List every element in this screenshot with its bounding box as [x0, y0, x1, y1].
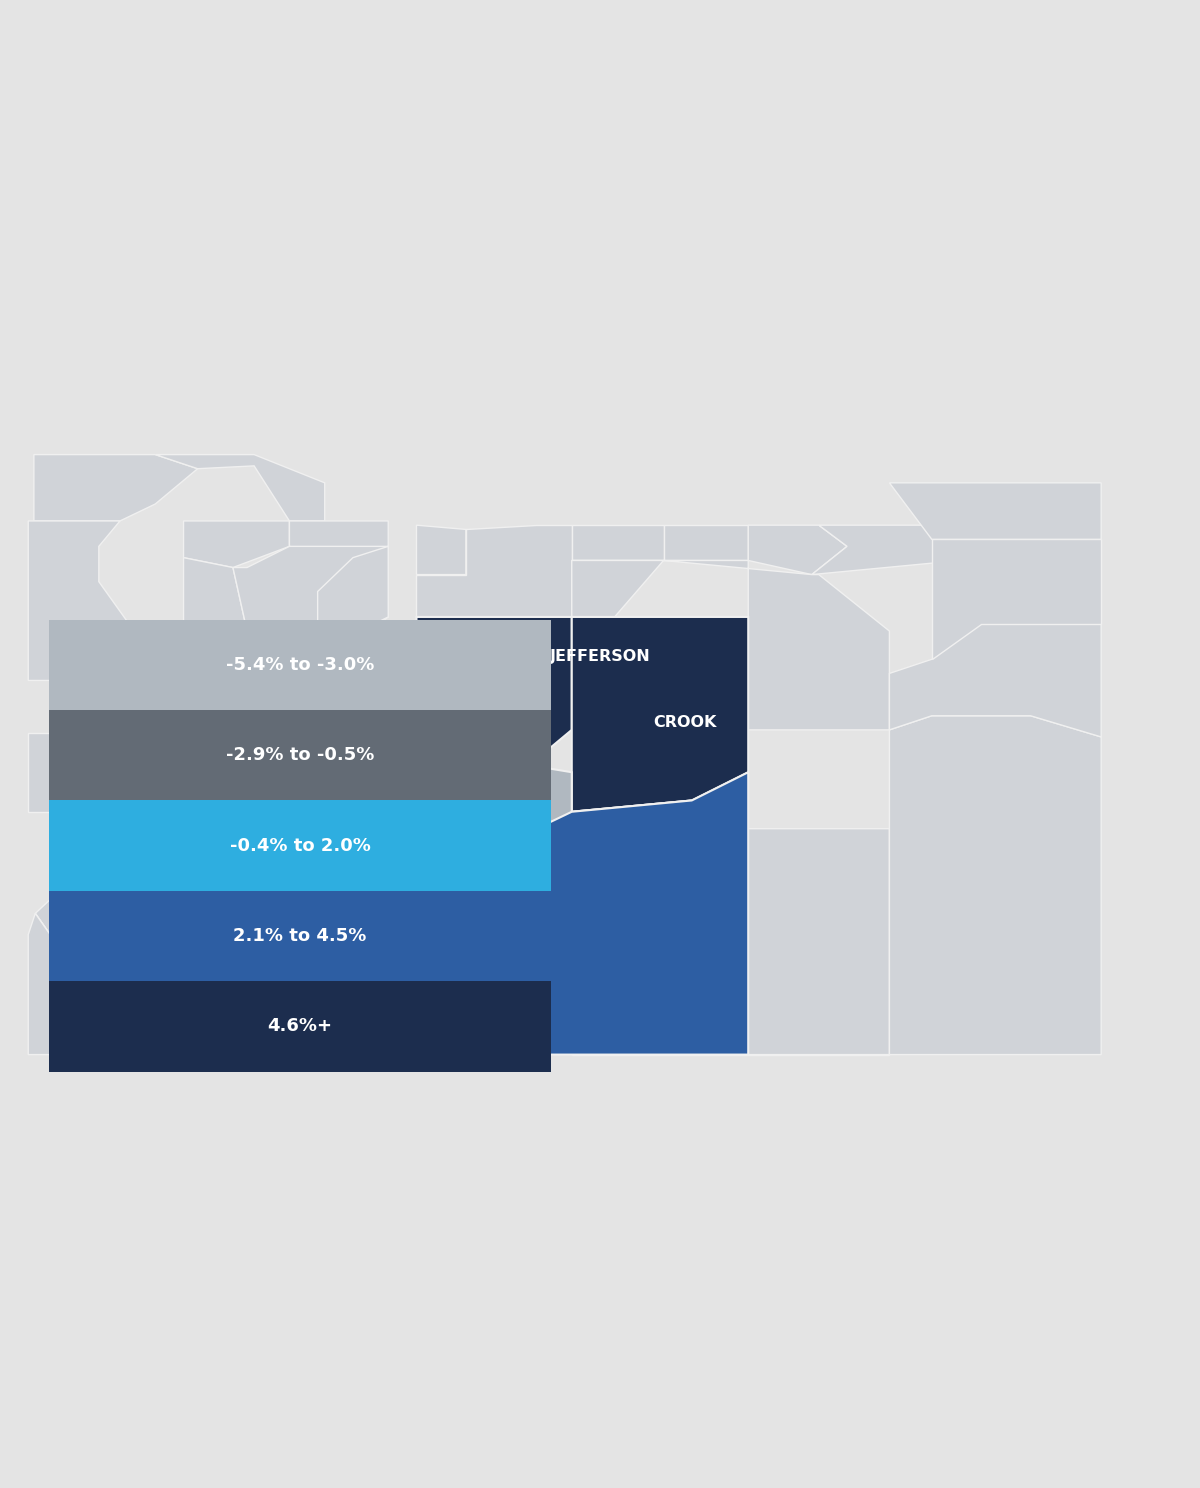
- Polygon shape: [367, 772, 749, 1055]
- Polygon shape: [34, 455, 198, 521]
- Polygon shape: [226, 906, 367, 1055]
- Polygon shape: [29, 732, 98, 812]
- Polygon shape: [889, 623, 1102, 737]
- Bar: [49, 620, 551, 710]
- Text: -0.4% to 2.0%: -0.4% to 2.0%: [229, 836, 371, 854]
- Bar: [49, 710, 551, 801]
- Text: 2.1% to 4.5%: 2.1% to 4.5%: [233, 927, 367, 945]
- Bar: [49, 891, 551, 981]
- Polygon shape: [749, 525, 847, 574]
- Text: JACKSON: JACKSON: [277, 984, 358, 998]
- Polygon shape: [416, 618, 571, 765]
- Polygon shape: [931, 539, 1102, 659]
- Polygon shape: [571, 525, 664, 561]
- Polygon shape: [29, 914, 85, 1055]
- Polygon shape: [35, 914, 85, 984]
- Polygon shape: [155, 455, 325, 521]
- Text: CROOK: CROOK: [653, 716, 716, 731]
- Polygon shape: [233, 546, 389, 667]
- Polygon shape: [664, 525, 749, 561]
- Polygon shape: [184, 558, 247, 631]
- Text: -5.4% to -3.0%: -5.4% to -3.0%: [226, 656, 374, 674]
- Polygon shape: [289, 521, 389, 558]
- Polygon shape: [184, 631, 247, 684]
- Text: DESCHUTES: DESCHUTES: [433, 781, 541, 796]
- Polygon shape: [571, 561, 664, 667]
- Polygon shape: [247, 646, 416, 821]
- Polygon shape: [85, 934, 226, 1055]
- Polygon shape: [416, 525, 571, 618]
- Polygon shape: [98, 684, 247, 732]
- Text: 4.6%+: 4.6%+: [268, 1018, 332, 1036]
- Polygon shape: [571, 772, 889, 1055]
- Polygon shape: [416, 525, 466, 574]
- Text: JEFFERSON: JEFFERSON: [550, 649, 650, 664]
- Text: JOSEPHINE: JOSEPHINE: [142, 979, 240, 994]
- Polygon shape: [35, 854, 360, 984]
- Polygon shape: [571, 561, 889, 731]
- Bar: [49, 801, 551, 891]
- Text: KLAMATH: KLAMATH: [458, 942, 545, 957]
- Polygon shape: [571, 618, 749, 812]
- Polygon shape: [416, 708, 691, 829]
- Polygon shape: [318, 546, 389, 652]
- Polygon shape: [811, 525, 1075, 574]
- Text: -2.9% to -0.5%: -2.9% to -0.5%: [226, 747, 374, 765]
- Polygon shape: [184, 521, 289, 567]
- Bar: [49, 981, 551, 1071]
- Polygon shape: [889, 716, 1102, 1055]
- Polygon shape: [571, 772, 889, 1055]
- Polygon shape: [889, 482, 1102, 539]
- Polygon shape: [29, 521, 134, 680]
- Polygon shape: [98, 732, 416, 906]
